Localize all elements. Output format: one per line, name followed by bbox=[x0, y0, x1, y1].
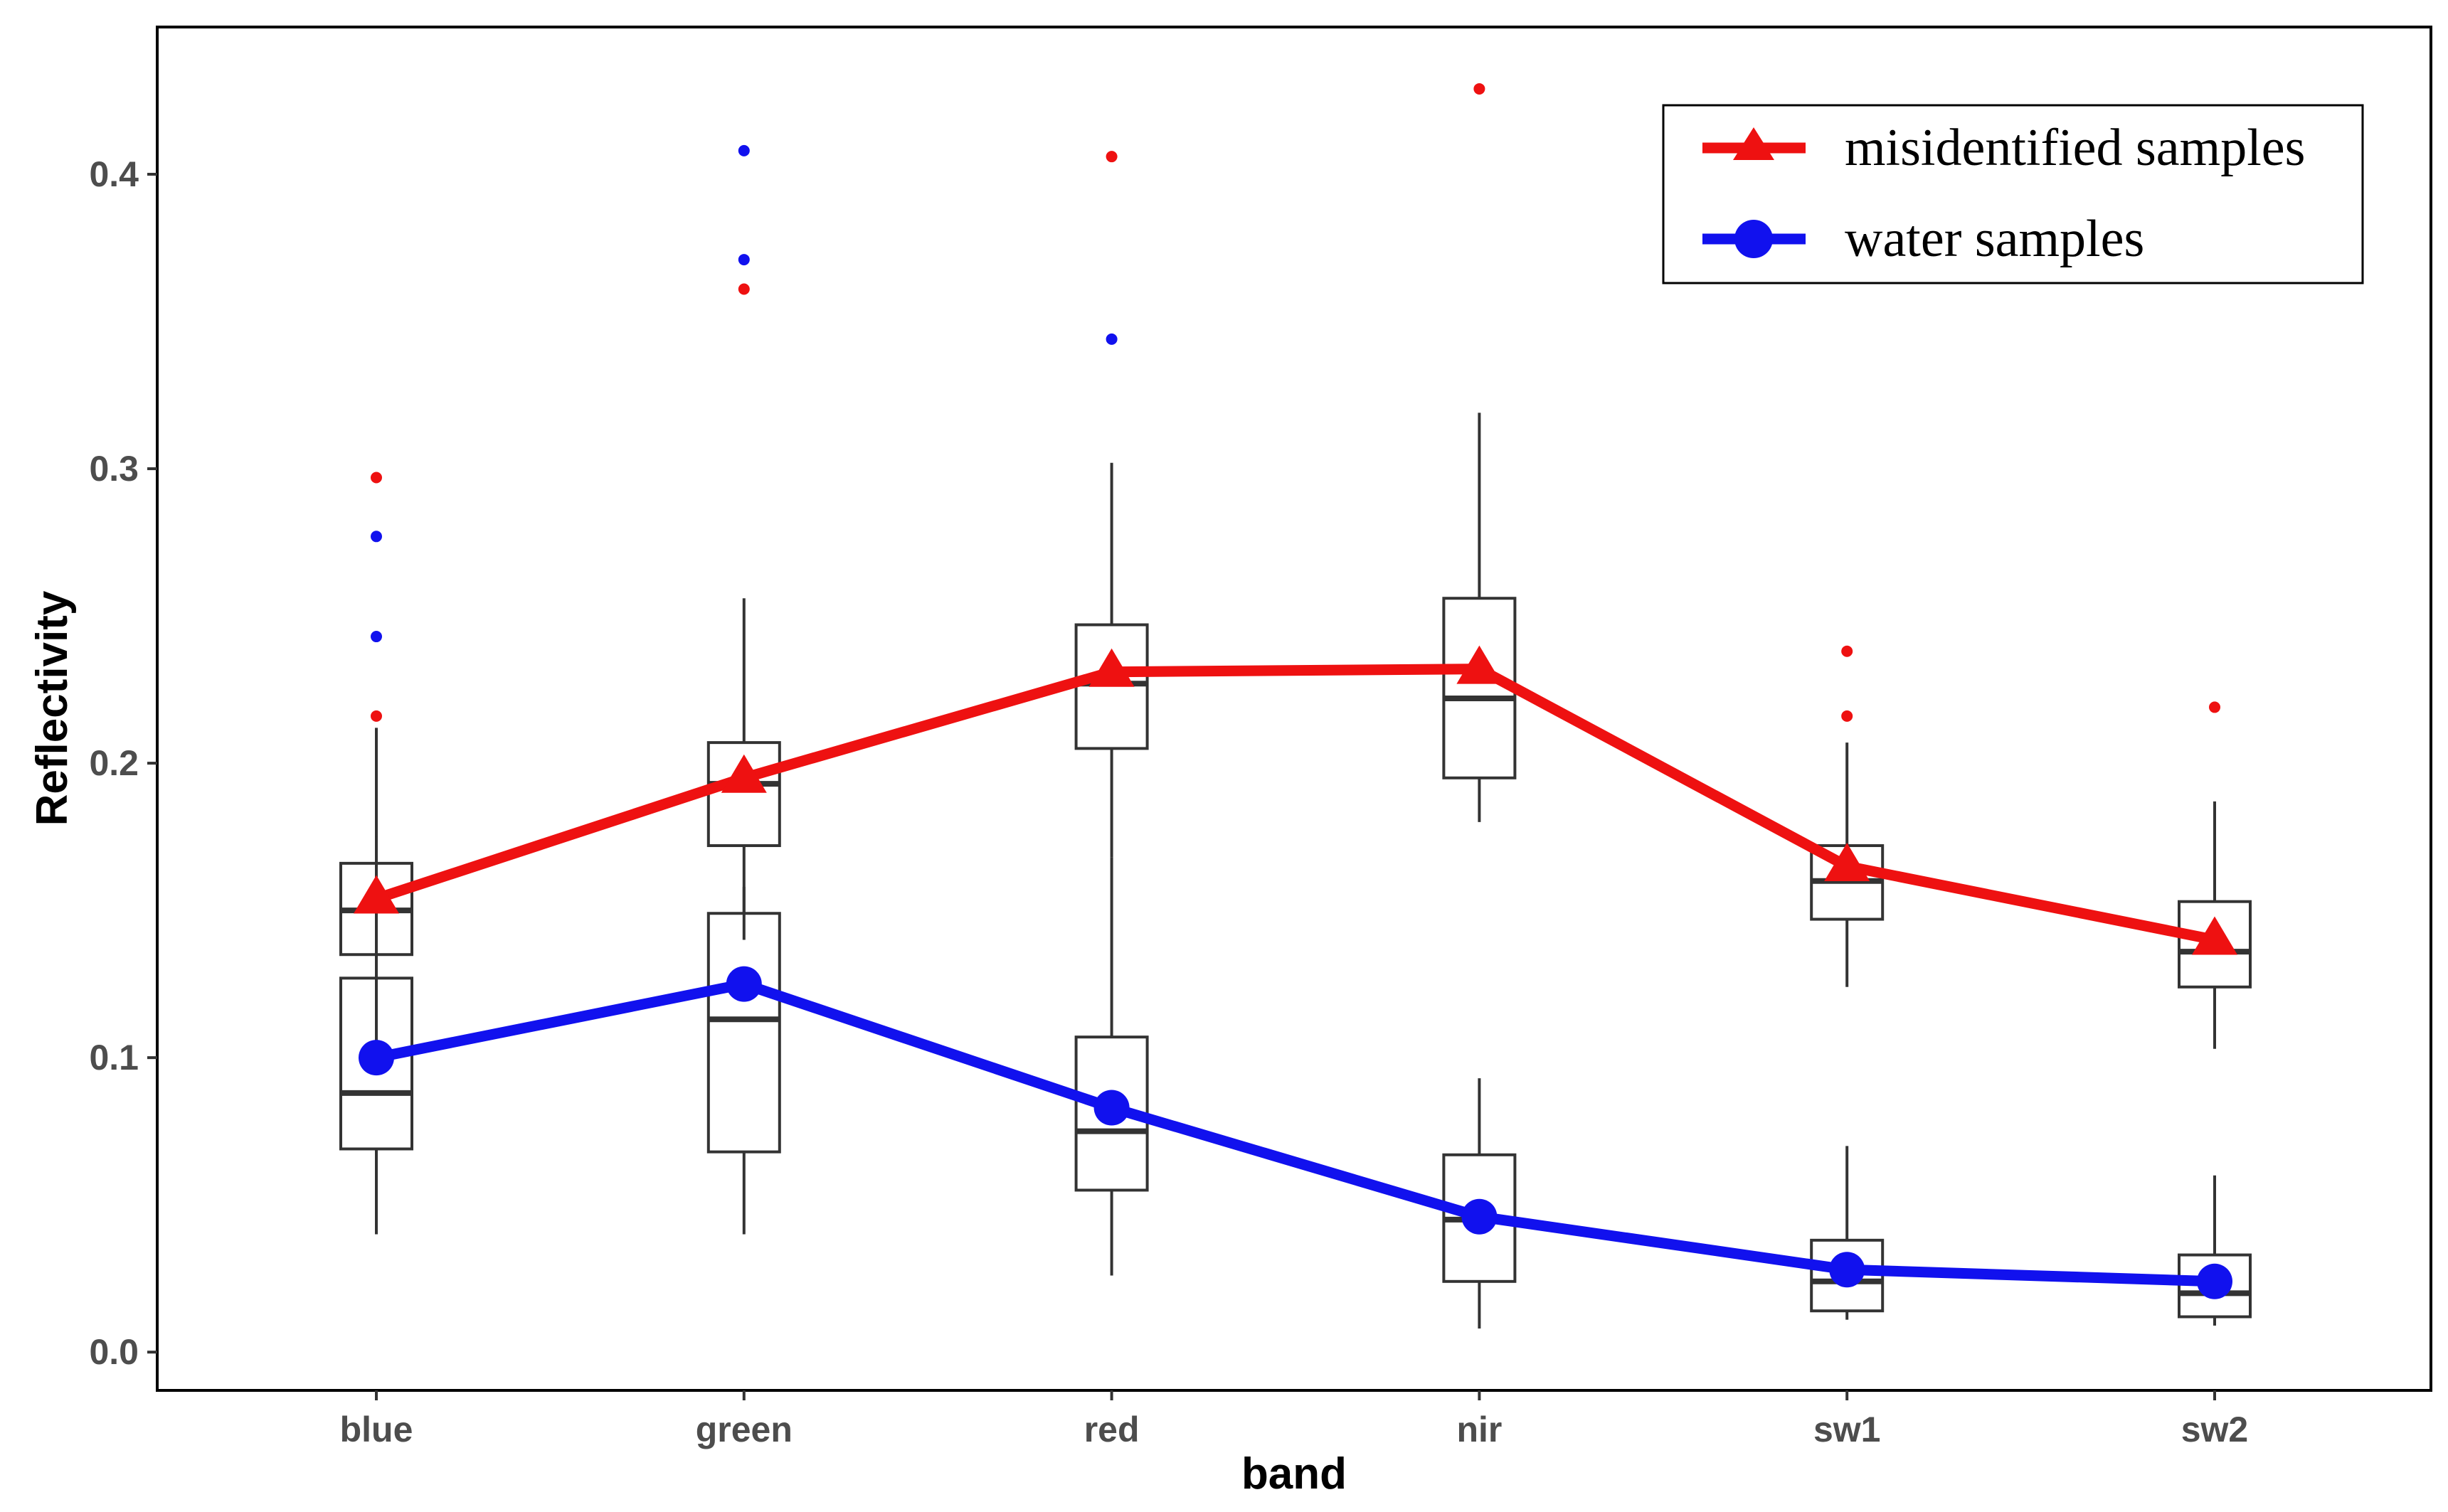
x-tick-label: sw1 bbox=[1813, 1410, 1881, 1449]
boxplot bbox=[706, 144, 781, 1235]
y-axis-title: Reflectivity bbox=[28, 590, 77, 826]
x-axis-title: band bbox=[1241, 1449, 1347, 1498]
y-tick-label: 0.0 bbox=[89, 1332, 139, 1372]
data-point-circle bbox=[1461, 1198, 1498, 1235]
legend-box bbox=[1662, 104, 2364, 284]
outlier-point bbox=[2209, 701, 2220, 713]
x-tick-label: blue bbox=[340, 1410, 413, 1449]
y-axis: 0.0 0.1 0.2 0.3 0.4 bbox=[89, 154, 157, 1372]
outlier-point bbox=[1473, 82, 1485, 95]
series-line-layer bbox=[371, 664, 2220, 1287]
series-line bbox=[371, 979, 2220, 1287]
outlier-point bbox=[1841, 710, 1853, 722]
legend-circle-icon bbox=[1734, 220, 1773, 258]
y-tick-label: 0.3 bbox=[89, 449, 139, 489]
boxplot bbox=[2178, 701, 2252, 1049]
boxplot bbox=[706, 283, 781, 940]
boxplot bbox=[1074, 151, 1149, 858]
series-line bbox=[371, 664, 2220, 946]
data-point-triangle bbox=[1456, 645, 1503, 684]
plot-panel-border bbox=[156, 26, 2432, 1392]
x-tick-label: red bbox=[1084, 1410, 1140, 1449]
y-tick-label: 0.2 bbox=[89, 743, 139, 783]
x-tick-label: green bbox=[696, 1410, 793, 1449]
outlier-point bbox=[738, 144, 750, 156]
y-tick-label: 0.4 bbox=[89, 154, 139, 194]
data-point-triangle bbox=[1824, 843, 1870, 882]
data-point-triangle bbox=[1088, 648, 1135, 687]
data-point-triangle bbox=[721, 754, 767, 793]
outlier-point bbox=[738, 283, 750, 295]
boxplot-box bbox=[706, 912, 781, 1154]
outlier-point bbox=[371, 710, 382, 722]
boxplot-box bbox=[339, 976, 413, 1151]
x-tick-label: sw2 bbox=[2181, 1410, 2249, 1449]
y-tick-label: 0.1 bbox=[89, 1038, 139, 1077]
boxplot-box bbox=[2178, 1253, 2252, 1319]
series-marker-layer bbox=[354, 645, 2237, 1299]
boxplot bbox=[339, 531, 413, 1235]
legend-triangle-icon bbox=[1733, 127, 1774, 160]
outlier-point bbox=[1106, 333, 1118, 345]
boxplot bbox=[1442, 82, 1517, 822]
outlier-point bbox=[738, 254, 750, 266]
boxplot bbox=[2178, 1175, 2252, 1326]
outlier-point bbox=[371, 472, 382, 484]
data-point-triangle bbox=[2192, 916, 2237, 955]
legend: misidentified samples water samples bbox=[1662, 104, 2364, 284]
data-point-circle bbox=[2197, 1263, 2232, 1299]
outlier-point bbox=[1106, 151, 1118, 163]
boxplot bbox=[1810, 1146, 1885, 1320]
outlier-point bbox=[371, 631, 382, 643]
legend-label-water: water samples bbox=[1845, 210, 2144, 268]
data-point-circle bbox=[359, 1040, 394, 1076]
data-point-circle bbox=[726, 966, 762, 1002]
legend-label-misidentified: misidentified samples bbox=[1845, 119, 2305, 177]
boxplot bbox=[1810, 645, 1885, 987]
outlier-point bbox=[371, 531, 382, 543]
outlier-point bbox=[1841, 645, 1853, 657]
data-point-circle bbox=[1093, 1090, 1130, 1126]
data-point-triangle bbox=[354, 875, 399, 914]
boxplot-box bbox=[2178, 900, 2252, 989]
x-tick-label: nir bbox=[1456, 1410, 1502, 1449]
x-axis: blue green red nir sw1 sw2 bbox=[340, 1390, 2249, 1449]
data-point-circle bbox=[1829, 1252, 1865, 1288]
